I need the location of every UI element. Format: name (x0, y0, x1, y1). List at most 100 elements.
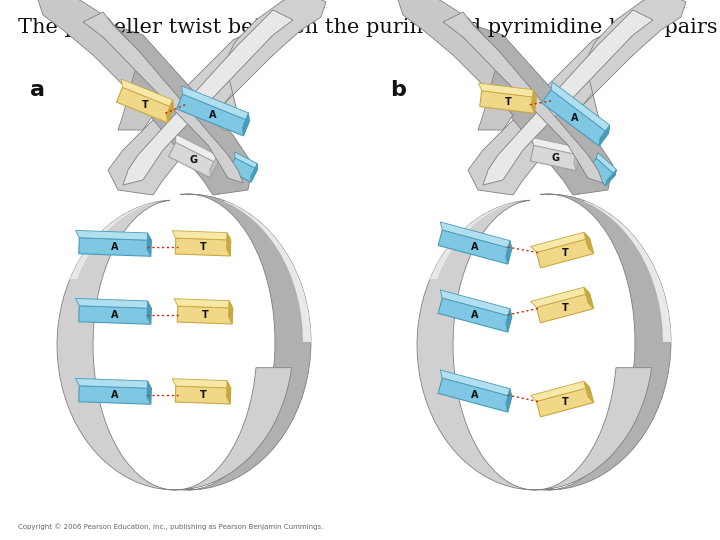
Polygon shape (188, 368, 292, 488)
Polygon shape (181, 86, 249, 121)
Text: A: A (112, 310, 119, 320)
Text: T: T (202, 310, 208, 320)
Polygon shape (123, 10, 293, 185)
Polygon shape (584, 287, 593, 308)
Polygon shape (453, 25, 613, 195)
Polygon shape (584, 232, 593, 254)
Polygon shape (443, 12, 603, 183)
Text: G: G (189, 155, 197, 165)
Text: Copyright © 2006 Pearson Education, Inc., publishing as Pearson Benjamin Cumming: Copyright © 2006 Pearson Education, Inc.… (18, 523, 323, 530)
Polygon shape (541, 90, 608, 146)
Polygon shape (227, 233, 231, 256)
Polygon shape (531, 138, 580, 155)
Polygon shape (584, 381, 593, 403)
Polygon shape (505, 308, 512, 332)
Text: A: A (472, 310, 479, 320)
Polygon shape (587, 158, 615, 186)
Polygon shape (78, 306, 151, 324)
Polygon shape (213, 0, 326, 130)
Polygon shape (536, 238, 593, 268)
Polygon shape (441, 290, 512, 316)
Text: A: A (112, 390, 119, 400)
Polygon shape (480, 91, 536, 113)
Polygon shape (468, 25, 643, 195)
Polygon shape (531, 232, 590, 252)
Polygon shape (438, 230, 512, 264)
Polygon shape (38, 0, 153, 130)
Polygon shape (235, 152, 258, 170)
Text: T: T (562, 303, 568, 313)
Polygon shape (172, 379, 231, 388)
Text: T: T (505, 97, 511, 107)
Polygon shape (70, 202, 158, 279)
Text: A: A (472, 390, 479, 400)
Polygon shape (483, 10, 653, 185)
Polygon shape (176, 94, 249, 136)
Text: The propeller twist between the purine and pyrimidine base pairs: The propeller twist between the purine a… (18, 18, 718, 37)
Polygon shape (147, 301, 151, 324)
Polygon shape (175, 238, 231, 256)
Text: A: A (112, 242, 119, 252)
Polygon shape (606, 170, 616, 186)
Polygon shape (574, 147, 580, 171)
Polygon shape (210, 156, 217, 178)
Polygon shape (531, 90, 536, 113)
Polygon shape (122, 79, 174, 108)
Text: T: T (199, 390, 207, 400)
Text: a: a (30, 80, 45, 100)
Polygon shape (177, 306, 233, 324)
Text: A: A (210, 110, 217, 120)
Polygon shape (176, 134, 217, 164)
Polygon shape (228, 158, 258, 182)
Polygon shape (441, 222, 512, 248)
Polygon shape (168, 142, 217, 178)
Polygon shape (479, 83, 536, 97)
Text: T: T (142, 100, 148, 110)
Polygon shape (93, 25, 253, 195)
Polygon shape (108, 25, 283, 195)
Polygon shape (78, 238, 151, 256)
Polygon shape (398, 0, 513, 130)
Polygon shape (583, 201, 671, 342)
Text: T: T (199, 242, 207, 252)
Polygon shape (531, 381, 590, 401)
Polygon shape (174, 299, 233, 308)
Polygon shape (117, 87, 174, 123)
Text: A: A (571, 113, 579, 123)
Text: T: T (562, 397, 568, 407)
Polygon shape (147, 233, 151, 256)
Polygon shape (540, 194, 671, 490)
Polygon shape (175, 386, 231, 404)
Text: b: b (390, 80, 406, 100)
Polygon shape (441, 370, 512, 396)
Polygon shape (76, 231, 151, 240)
Polygon shape (78, 386, 151, 404)
Polygon shape (505, 389, 512, 412)
Text: T: T (562, 248, 568, 258)
Polygon shape (83, 12, 243, 183)
Polygon shape (147, 381, 151, 404)
Text: A: A (472, 242, 479, 252)
Polygon shape (228, 301, 233, 324)
Polygon shape (551, 82, 610, 133)
Polygon shape (243, 113, 249, 136)
Polygon shape (172, 231, 231, 240)
Polygon shape (76, 379, 151, 388)
Polygon shape (180, 194, 311, 490)
Polygon shape (227, 381, 231, 404)
Polygon shape (430, 202, 518, 279)
Polygon shape (166, 100, 174, 123)
Polygon shape (536, 387, 593, 417)
Polygon shape (417, 200, 554, 490)
Text: G: G (551, 153, 559, 163)
Polygon shape (531, 287, 590, 307)
Polygon shape (505, 241, 512, 264)
Polygon shape (251, 164, 258, 182)
Polygon shape (548, 368, 652, 488)
Polygon shape (536, 293, 593, 323)
Polygon shape (438, 378, 512, 412)
Polygon shape (438, 298, 512, 332)
Polygon shape (76, 299, 151, 308)
Polygon shape (599, 125, 610, 146)
Polygon shape (223, 201, 311, 342)
